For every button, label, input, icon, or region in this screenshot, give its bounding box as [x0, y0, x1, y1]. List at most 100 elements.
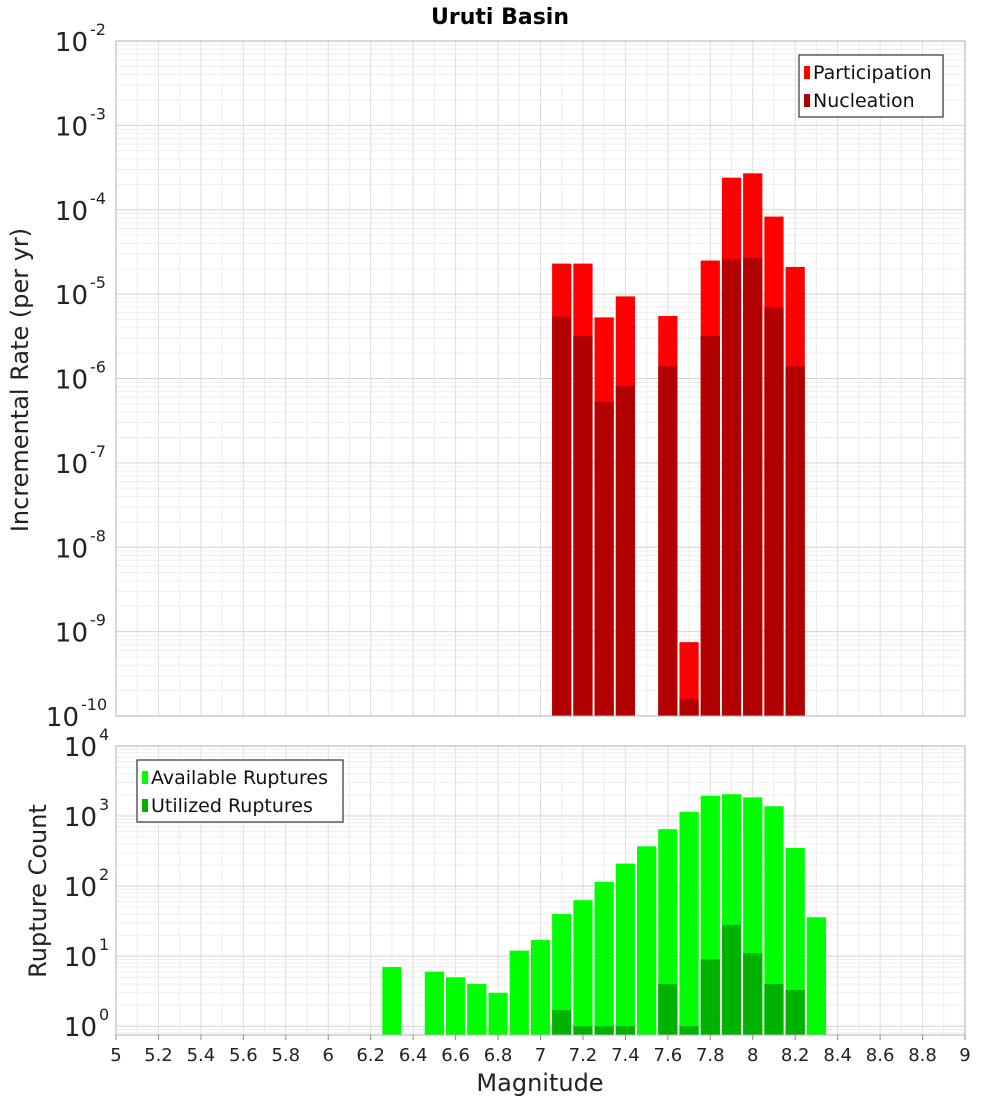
- top-y-tick-label: 10: [55, 28, 88, 58]
- bottom-bar-available-ruptures: [594, 881, 614, 1035]
- bottom-legend: Available Ruptures Utilized Ruptures: [136, 759, 344, 823]
- top-plot-frame: [115, 40, 966, 717]
- top-y-tick-exponent: -6: [90, 358, 106, 377]
- bottom-legend-swatch: [142, 771, 148, 784]
- top-y-tick-exponent: -7: [90, 442, 106, 461]
- bottom-y-tick-label: 10: [64, 733, 97, 763]
- top-y-tick-exponent: -5: [90, 273, 106, 292]
- bottom-bar-utilized-ruptures: [764, 984, 784, 1035]
- bottom-bar-available-ruptures: [467, 984, 487, 1035]
- bottom-bar-available-ruptures: [764, 806, 784, 1035]
- bottom-bar-utilized-ruptures: [721, 924, 742, 1035]
- top-legend-swatch: [804, 94, 810, 107]
- bottom-bar-available-ruptures: [806, 917, 827, 1035]
- top-bar-nucleation: [552, 316, 572, 716]
- bottom-bars: [382, 794, 827, 1035]
- x-tick-label: 8.6: [866, 1045, 895, 1066]
- bottom-bar-utilized-ruptures: [785, 989, 805, 1035]
- bottom-bar-available-ruptures: [488, 992, 508, 1035]
- bottom-legend-box: [136, 759, 344, 823]
- x-tick-label: 5.6: [229, 1045, 258, 1066]
- bottom-y-axis-label: Rupture Count: [24, 804, 52, 978]
- top-bar-nucleation: [594, 401, 614, 716]
- x-tick-label: 8: [747, 1045, 758, 1066]
- bottom-bar-available-ruptures: [552, 914, 572, 1035]
- top-y-axis-label: Incremental Rate (per yr): [6, 228, 34, 532]
- top-bar-participation: [679, 642, 699, 716]
- bottom-y-tick-exponent: 0: [99, 1005, 109, 1024]
- top-bar-nucleation: [743, 257, 763, 716]
- top-y-tick-label: 10: [55, 281, 88, 311]
- bottom-legend-label: Utilized Ruptures: [151, 795, 313, 817]
- bottom-y-tick-exponent: 1: [99, 935, 109, 954]
- bottom-y-tick-label: 10: [64, 803, 97, 833]
- bottom-bar-utilized-ruptures: [743, 953, 763, 1035]
- bottom-bar-available-ruptures: [445, 977, 466, 1035]
- top-legend-label: Participation: [813, 62, 932, 84]
- top-bar-nucleation: [615, 385, 636, 716]
- bottom-legend-label: Available Ruptures: [151, 767, 328, 789]
- bottom-y-tick-exponent: 4: [99, 725, 109, 744]
- top-bar-nucleation: [764, 307, 784, 716]
- top-y-tick-exponent: -10: [81, 695, 107, 714]
- bottom-bar-available-ruptures: [530, 940, 551, 1035]
- top-bar-nucleation: [700, 335, 720, 716]
- bottom-bar-utilized-ruptures: [700, 959, 720, 1035]
- top-y-tick-label: 10: [55, 450, 88, 480]
- bottom-y-tick-exponent: 2: [99, 865, 109, 884]
- top-y-tick-label: 10: [46, 703, 79, 733]
- top-legend: Participation Nucleation: [798, 54, 944, 118]
- x-tick-label: 7.2: [569, 1045, 598, 1066]
- top-legend-box: [798, 54, 944, 118]
- top-y-tick-label: 10: [55, 112, 88, 142]
- x-ticks: 5 5.2 5.4 5.6 5.8 6 6.2 6.4 6.6 6.8 7 7.2 7.4 7.6 7.8 8…: [110, 1035, 971, 1066]
- top-bar-nucleation: [785, 366, 805, 716]
- chart-title: Uruti Basin: [431, 5, 569, 30]
- bottom-y-tick-label: 10: [64, 1013, 97, 1043]
- bottom-bar-available-ruptures: [509, 950, 529, 1035]
- bottom-y-tick-label: 10: [64, 943, 97, 973]
- top-legend-swatch: [804, 66, 810, 79]
- bottom-bar-utilized-ruptures: [552, 1010, 572, 1035]
- bottom-bar-available-ruptures: [785, 848, 805, 1035]
- top-y-tick-label: 10: [55, 619, 88, 649]
- bottom-bar-utilized-ruptures: [573, 1026, 593, 1035]
- top-y-tick-label: 10: [55, 366, 88, 396]
- x-tick-label: 7.8: [696, 1045, 725, 1066]
- x-tick-label: 6.8: [484, 1045, 513, 1066]
- x-tick-label: 5.2: [144, 1045, 173, 1066]
- bottom-bar-available-ruptures: [615, 863, 636, 1035]
- top-y-tick-exponent: -2: [90, 20, 106, 39]
- x-tick-label: 6: [323, 1045, 334, 1066]
- bottom-bar-available-ruptures: [424, 971, 444, 1035]
- top-bars: [552, 173, 805, 716]
- x-tick-label: 5: [110, 1045, 121, 1066]
- x-tick-label: 7.4: [611, 1045, 640, 1066]
- x-tick-label: 8.2: [781, 1045, 810, 1066]
- top-bar-nucleation: [679, 698, 699, 716]
- x-tick-label: 6.4: [399, 1045, 428, 1066]
- bottom-bar-utilized-ruptures: [679, 1026, 699, 1035]
- top-y-tick-exponent: -4: [90, 189, 106, 208]
- x-tick-label: 7: [535, 1045, 546, 1066]
- top-grid: [115, 41, 966, 717]
- bottom-bar-utilized-ruptures: [658, 984, 678, 1035]
- top-legend-label: Nucleation: [813, 90, 915, 112]
- x-tick-label: 7.6: [654, 1045, 683, 1066]
- x-tick-label: 6.2: [356, 1045, 385, 1066]
- x-tick-label: 5.8: [271, 1045, 300, 1066]
- bottom-bar-available-ruptures: [573, 900, 593, 1035]
- bottom-y-tick-label: 10: [64, 873, 97, 903]
- top-y-tick-label: 10: [55, 197, 88, 227]
- x-tick-label: 5.4: [187, 1045, 216, 1066]
- bottom-y-tick-exponent: 3: [99, 795, 109, 814]
- bottom-legend-swatch: [142, 799, 148, 812]
- top-y-tick-exponent: -3: [90, 104, 106, 123]
- top-bar-nucleation: [658, 366, 678, 716]
- bottom-bar-available-ruptures: [658, 829, 678, 1035]
- x-tick-label: 8.4: [823, 1045, 852, 1066]
- top-y-tick-exponent: -8: [90, 526, 106, 545]
